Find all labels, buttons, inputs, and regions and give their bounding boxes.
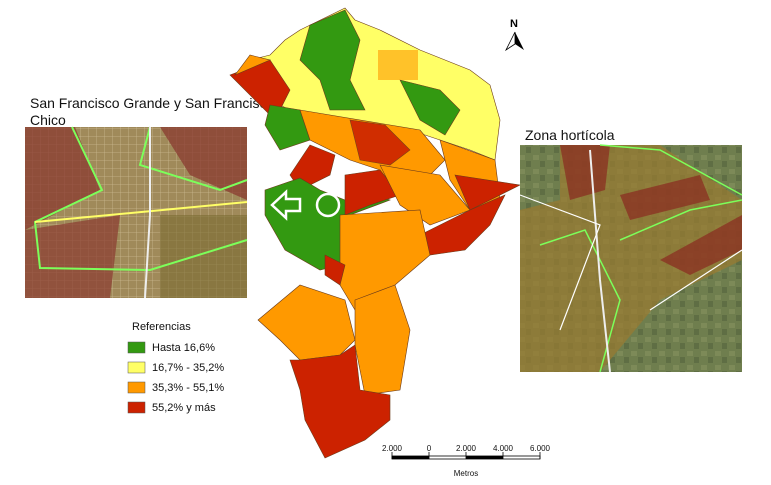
inset-title: Zona hortícola	[525, 127, 615, 143]
legend-swatch	[127, 401, 146, 414]
scale-label: 4.000	[493, 444, 514, 453]
inset-title: San Francisco Grande y San Francisco Chic…	[30, 95, 275, 128]
legend-title: Referencias	[132, 321, 191, 333]
scale-label: 6.000	[530, 444, 551, 453]
legend-swatch	[127, 341, 146, 354]
legend-label: 35,3% - 55,1%	[152, 382, 224, 394]
legend: Referencias Hasta 16,6% 16,7% - 35,2% 35,3…	[127, 321, 224, 414]
scale-bar: Metros 2.000 0 2.000 4.000 6.000	[382, 444, 551, 478]
scale-label: 2.000	[456, 444, 477, 453]
scale-label: 2.000	[382, 444, 403, 453]
scale-unit: Metros	[454, 469, 478, 478]
legend-swatch	[127, 381, 146, 394]
legend-label: 16,7% - 35,2%	[152, 362, 224, 374]
scale-label: 0	[427, 444, 432, 453]
legend-label: 55,2% y más	[152, 402, 216, 414]
inset-left	[25, 126, 248, 299]
main-map	[229, 7, 521, 459]
north-arrow: N	[504, 18, 524, 52]
inset-right	[519, 144, 743, 373]
locator-marks	[270, 189, 341, 221]
legend-label: Hasta 16,6%	[152, 342, 215, 354]
north-label: N	[510, 18, 518, 30]
legend-swatch	[127, 361, 146, 374]
